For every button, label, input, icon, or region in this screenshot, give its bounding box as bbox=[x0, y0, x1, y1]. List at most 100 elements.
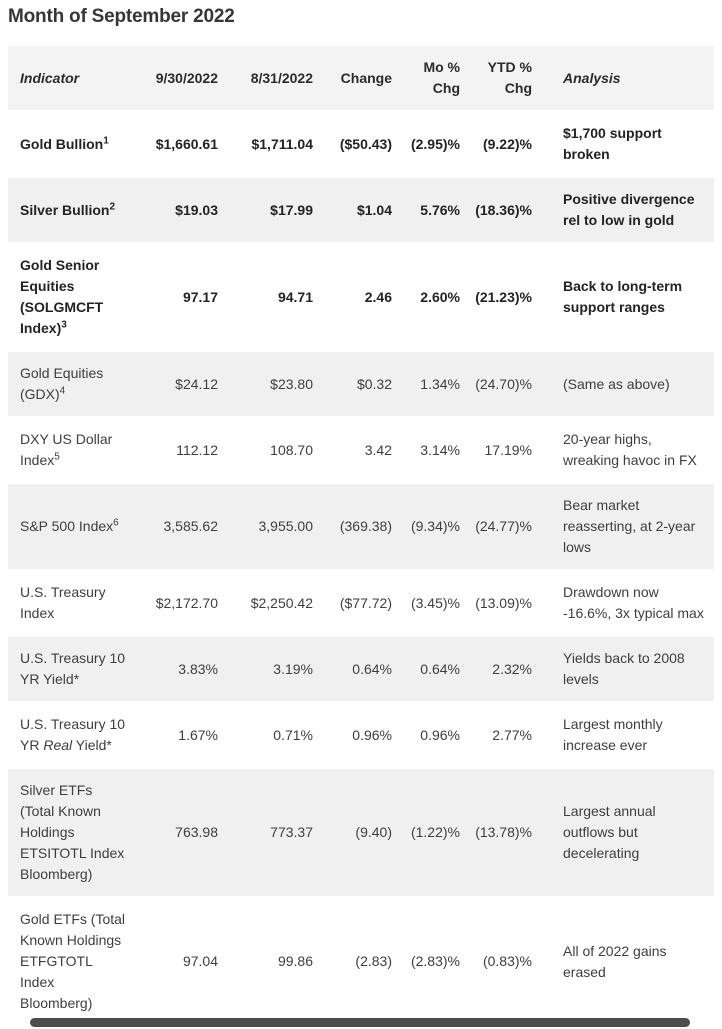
value-current-cell: 3.83% bbox=[138, 637, 225, 701]
ytd-chg-cell: (21.23)% bbox=[475, 288, 532, 305]
indicator-cell: Silver Bullion2 bbox=[8, 178, 138, 242]
change-cell: (9.40) bbox=[320, 769, 399, 896]
analysis-cell: Back to long-term support ranges bbox=[563, 278, 683, 315]
footnote-marker: 1 bbox=[103, 134, 109, 146]
table-row: S&P 500 Index6 3,585.62 3,955.00 (369.38) (9… bbox=[8, 484, 714, 569]
mo-chg-cell: (1.22)% bbox=[399, 769, 467, 896]
value-prior-cell: $2,250.42 bbox=[250, 594, 313, 611]
col-header-change: Change bbox=[320, 46, 399, 110]
mo-chg-cell: 5.76% bbox=[399, 178, 467, 242]
value-prior-cell: 3.19% bbox=[225, 637, 320, 701]
analysis-cell: Yields back to 2008 levels bbox=[539, 637, 714, 701]
indicator-cell: Gold Senior Equities (SOLGMCFT Index)3 bbox=[20, 257, 104, 336]
table-header-row: Indicator 9/30/2022 8/31/2022 Change Mo … bbox=[8, 46, 714, 110]
table-row: Silver ETFs (Total Known Holdings ETSITO… bbox=[8, 769, 714, 896]
analysis-cell: Positive divergence rel to low in gold bbox=[539, 178, 714, 242]
table-row: U.S. Treasury Index $2,172.70 $2,250.42 ($7… bbox=[8, 571, 714, 635]
analysis-cell: All of 2022 gains erased bbox=[563, 942, 667, 980]
change-cell: 0.96% bbox=[352, 726, 392, 743]
indicator-cell: Gold Equities (GDX)4 bbox=[8, 352, 138, 416]
mo-chg-cell: 3.14% bbox=[420, 441, 460, 458]
col-header-mo-chg: Mo % Chg bbox=[399, 46, 467, 110]
col-header-indicator: Indicator bbox=[8, 46, 138, 110]
page-title: Month of September 2022 bbox=[8, 6, 235, 27]
value-prior-cell: 3,955.00 bbox=[225, 484, 320, 569]
change-cell: ($50.43) bbox=[339, 135, 392, 152]
indicator-cell: DXY US Dollar Index5 bbox=[20, 431, 113, 468]
table-row: Gold Equities (GDX)4 $24.12 $23.80 $0.32 1.3… bbox=[8, 352, 714, 416]
change-cell: 0.64% bbox=[320, 637, 399, 701]
change-cell: (2.83) bbox=[355, 953, 392, 969]
indicator-cell: U.S. Treasury Index bbox=[20, 584, 106, 621]
change-cell: $1.04 bbox=[320, 178, 399, 242]
value-current-cell: 97.17 bbox=[182, 288, 218, 305]
change-cell: ($77.72) bbox=[339, 594, 392, 611]
footnote-marker: 3 bbox=[61, 319, 67, 331]
mo-chg-cell: (2.83)% bbox=[410, 953, 460, 969]
value-prior-cell: 108.70 bbox=[270, 441, 313, 458]
footnote-marker: 5 bbox=[54, 451, 60, 463]
ytd-chg-cell: (13.09)% bbox=[475, 594, 532, 611]
value-prior-cell: 94.71 bbox=[277, 288, 313, 305]
indicator-cell: Silver ETFs (Total Known Holdings ETSITO… bbox=[8, 769, 138, 896]
table-row: Silver Bullion2 $19.03 $17.99 $1.04 5.76% (18… bbox=[8, 178, 714, 242]
analysis-cell: Largest annual outflows but decelerating bbox=[539, 769, 714, 896]
table-row: U.S. Treasury 10 YR Yield* 3.83% 3.19% 0.64… bbox=[8, 637, 714, 701]
value-current-cell: $24.12 bbox=[138, 352, 225, 416]
value-current-cell: 112.12 bbox=[176, 441, 218, 458]
value-prior-cell: $23.80 bbox=[225, 352, 320, 416]
value-current-cell: $2,172.70 bbox=[155, 594, 218, 611]
analysis-cell: Drawdown now -16.6%, 3x typical max bbox=[563, 584, 704, 621]
col-header-ytd-chg: YTD % Chg bbox=[467, 46, 539, 110]
col-header-prior-date: 8/31/2022 bbox=[225, 46, 320, 110]
table-row: U.S. Treasury 10 YR Real Yield* 1.67% 0.71… bbox=[8, 703, 714, 767]
ytd-chg-cell: 17.19% bbox=[484, 441, 532, 458]
value-prior-cell: 99.86 bbox=[277, 953, 313, 969]
indicator-cell: Gold ETFs (Total Known Holdings ETFGTOTL… bbox=[20, 911, 126, 1011]
mo-chg-cell: 1.34% bbox=[399, 352, 467, 416]
ytd-chg-cell: (24.70)% bbox=[467, 352, 539, 416]
value-prior-cell: $1,711.04 bbox=[251, 135, 313, 152]
horizontal-scrollbar[interactable] bbox=[30, 1018, 690, 1027]
value-current-cell: $1,660.61 bbox=[155, 135, 218, 152]
indicator-cell: U.S. Treasury 10 YR Real Yield* bbox=[20, 716, 126, 753]
ytd-chg-cell: (24.77)% bbox=[467, 484, 539, 569]
indicators-table: Indicator 9/30/2022 8/31/2022 Change Mo … bbox=[8, 44, 714, 1027]
value-current-cell: $19.03 bbox=[138, 178, 225, 242]
value-current-cell: 3,585.62 bbox=[138, 484, 225, 569]
footnote-marker: 6 bbox=[113, 517, 119, 529]
change-cell: 3.42 bbox=[364, 441, 392, 458]
ytd-chg-cell: (18.36)% bbox=[467, 178, 539, 242]
analysis-cell: (Same as above) bbox=[539, 352, 714, 416]
footnote-marker: 2 bbox=[109, 200, 116, 212]
value-current-cell: 1.67% bbox=[178, 726, 218, 743]
footnote-marker: 4 bbox=[59, 385, 66, 397]
analysis-cell: Largest monthly increase ever bbox=[563, 716, 663, 753]
ytd-chg-cell: (13.78)% bbox=[467, 769, 539, 896]
value-prior-cell: 0.71% bbox=[273, 726, 313, 743]
indicator-cell: U.S. Treasury 10 YR Yield* bbox=[8, 637, 138, 701]
change-cell: 2.46 bbox=[364, 288, 392, 305]
mo-chg-cell: 0.64% bbox=[399, 637, 467, 701]
analysis-cell: 20-year highs, wreaking havoc in FX bbox=[563, 431, 697, 468]
table-row: DXY US Dollar Index5 112.12 108.70 3.42 3.14… bbox=[8, 418, 714, 482]
table-row: Gold Senior Equities (SOLGMCFT Index)3 97… bbox=[8, 244, 714, 350]
ytd-chg-cell: (0.83)% bbox=[482, 953, 532, 969]
ytd-chg-cell: 2.77% bbox=[492, 726, 532, 743]
value-current-cell: 97.04 bbox=[182, 953, 218, 969]
indicator-cell: S&P 500 Index6 bbox=[8, 484, 138, 569]
value-prior-cell: 773.37 bbox=[225, 769, 320, 896]
value-prior-cell: $17.99 bbox=[225, 178, 320, 242]
table-row: Gold Bullion1 $1,660.61 $1,711.04 ($50.43) (… bbox=[8, 112, 714, 176]
indicator-cell: Gold Bullion1 bbox=[20, 134, 109, 152]
mo-chg-cell: 2.60% bbox=[420, 288, 460, 305]
ytd-chg-cell: (9.22)% bbox=[482, 135, 532, 152]
analysis-cell: $1,700 support broken bbox=[563, 125, 662, 162]
table-row: Gold ETFs (Total Known Holdings ETFGTOTL… bbox=[8, 898, 714, 1025]
change-cell: $0.32 bbox=[320, 352, 399, 416]
mo-chg-cell: (9.34)% bbox=[399, 484, 467, 569]
col-header-analysis: Analysis bbox=[539, 46, 714, 110]
col-header-current-date: 9/30/2022 bbox=[138, 46, 225, 110]
mo-chg-cell: (3.45)% bbox=[410, 594, 460, 611]
mo-chg-cell: 0.96% bbox=[420, 726, 460, 743]
